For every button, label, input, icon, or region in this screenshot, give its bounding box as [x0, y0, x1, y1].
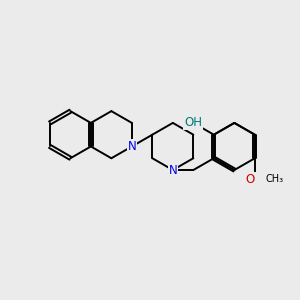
Text: O: O: [246, 173, 255, 186]
Text: CH₃: CH₃: [266, 174, 284, 184]
Text: N: N: [169, 164, 177, 176]
Text: N: N: [128, 140, 136, 153]
Text: OH: OH: [184, 116, 202, 129]
